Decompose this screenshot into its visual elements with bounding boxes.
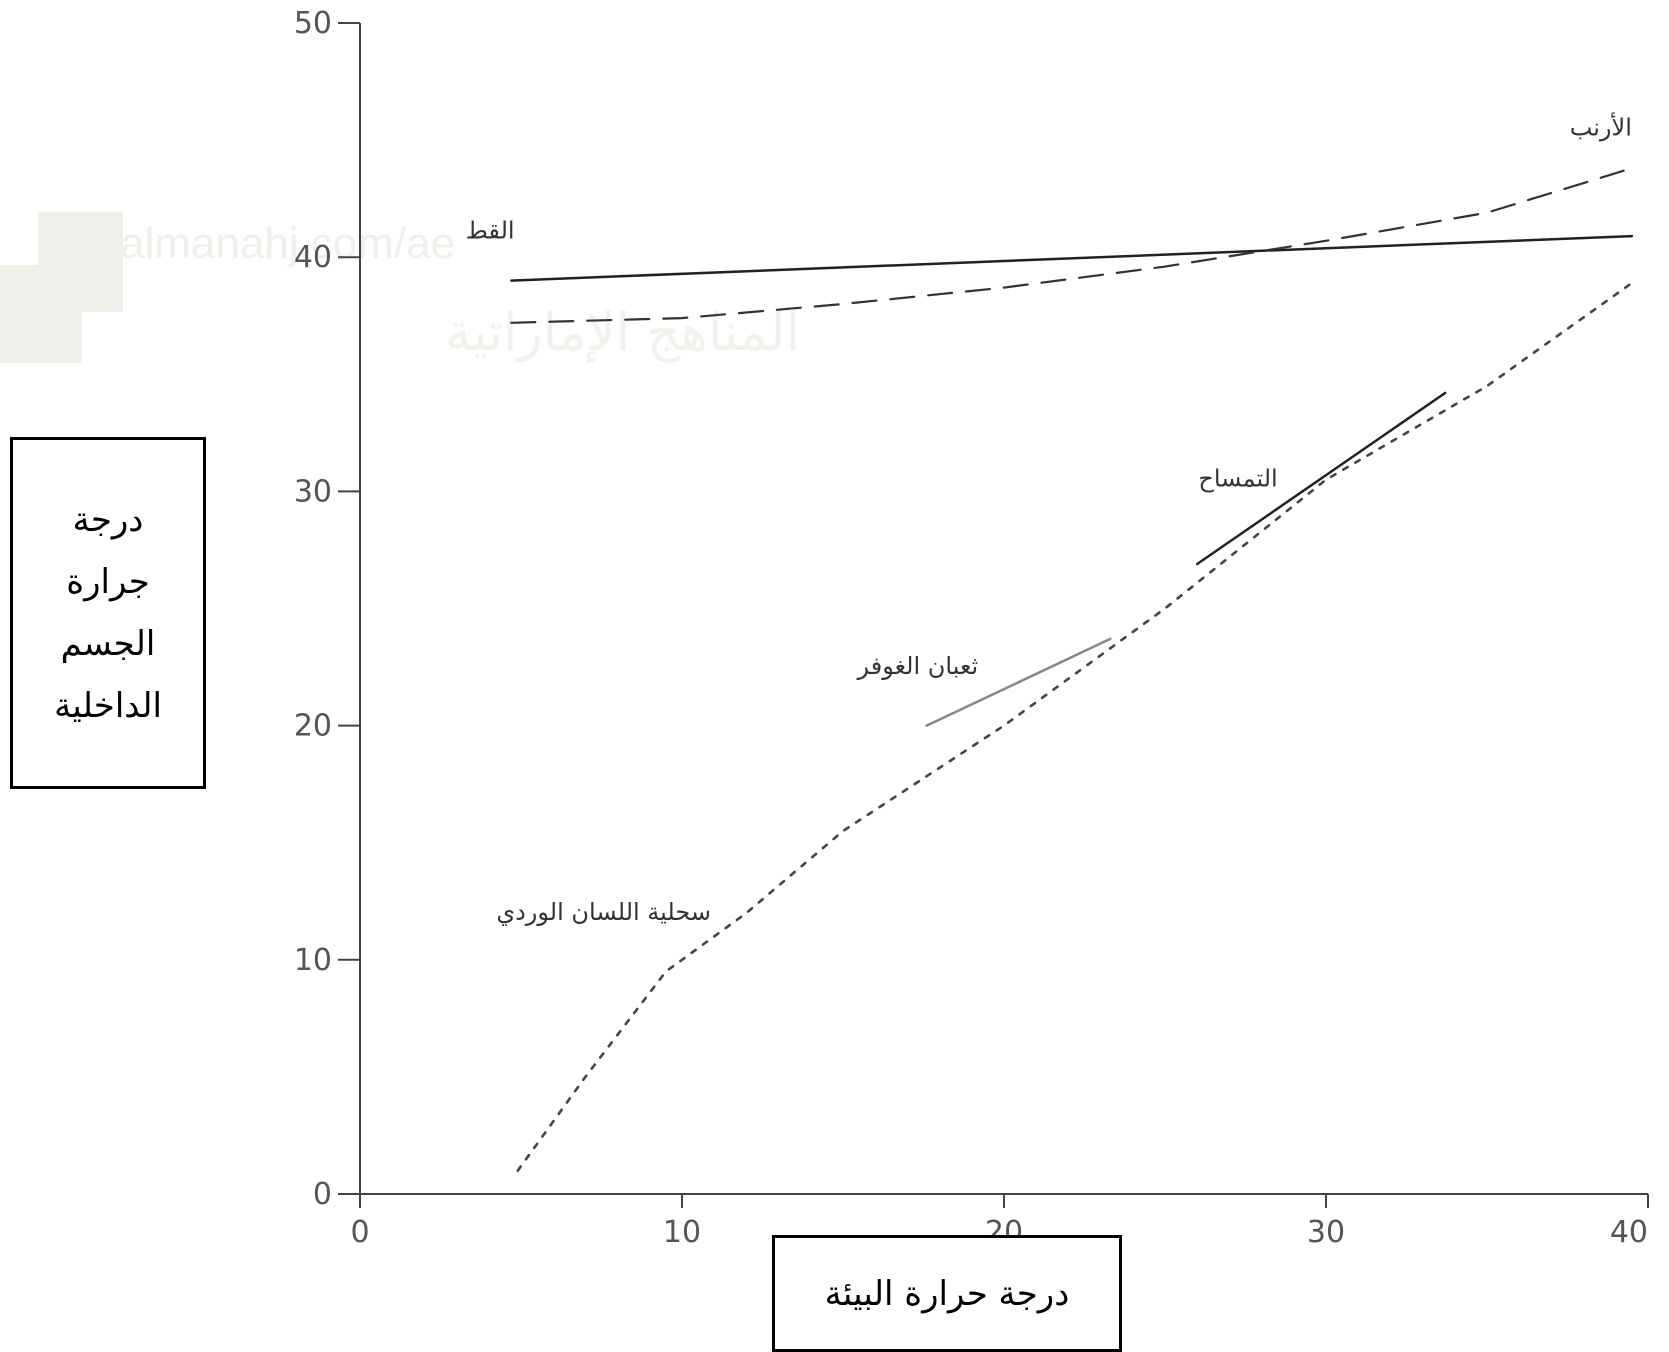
y-tick-label: 10 bbox=[294, 943, 332, 978]
series-label: القط bbox=[466, 216, 515, 244]
y-tick-label: 20 bbox=[294, 709, 332, 744]
x-tick-label: 40 bbox=[1610, 1215, 1648, 1250]
y-axis-label-line: جرارة bbox=[66, 562, 150, 602]
series-labels: القط الأرنب التمساح ثعبان الغوفر سحلية اللسا… bbox=[466, 112, 1632, 926]
watermark: almanahj.com/ae المناهج الإماراتية bbox=[0, 212, 800, 363]
series-line bbox=[510, 167, 1634, 324]
y-axis-label-line: درجة bbox=[72, 500, 144, 540]
y-axis-label-line: الجسم bbox=[60, 624, 156, 664]
x-tick-label: 0 bbox=[350, 1215, 369, 1250]
series-line bbox=[1195, 391, 1447, 566]
x-tick-label: 30 bbox=[1307, 1215, 1345, 1250]
y-tick-label: 30 bbox=[294, 474, 332, 509]
y-tick-label: 40 bbox=[294, 240, 332, 275]
y-axis-label: درجة جرارة الجسم الداخلية bbox=[10, 437, 206, 789]
series-line bbox=[516, 281, 1634, 1172]
x-axis-label: درجة حرارة البيئة bbox=[772, 1235, 1122, 1352]
series-label: ثعبان الغوفر bbox=[856, 652, 978, 680]
series-group bbox=[510, 167, 1634, 1172]
y-tick-label: 0 bbox=[313, 1177, 332, 1212]
series-line bbox=[510, 234, 1634, 282]
series-label: الأرنب bbox=[1570, 112, 1632, 141]
x-tick-label: 10 bbox=[663, 1215, 701, 1250]
series-label: التمساح bbox=[1198, 465, 1277, 493]
series-label: سحلية اللسان الوردي bbox=[496, 898, 711, 926]
watermark-url: almanahj.com/ae bbox=[120, 219, 455, 268]
y-tick-label: 50 bbox=[294, 6, 332, 41]
series-line bbox=[925, 637, 1112, 727]
y-axis-label-line: الداخلية bbox=[54, 686, 162, 726]
